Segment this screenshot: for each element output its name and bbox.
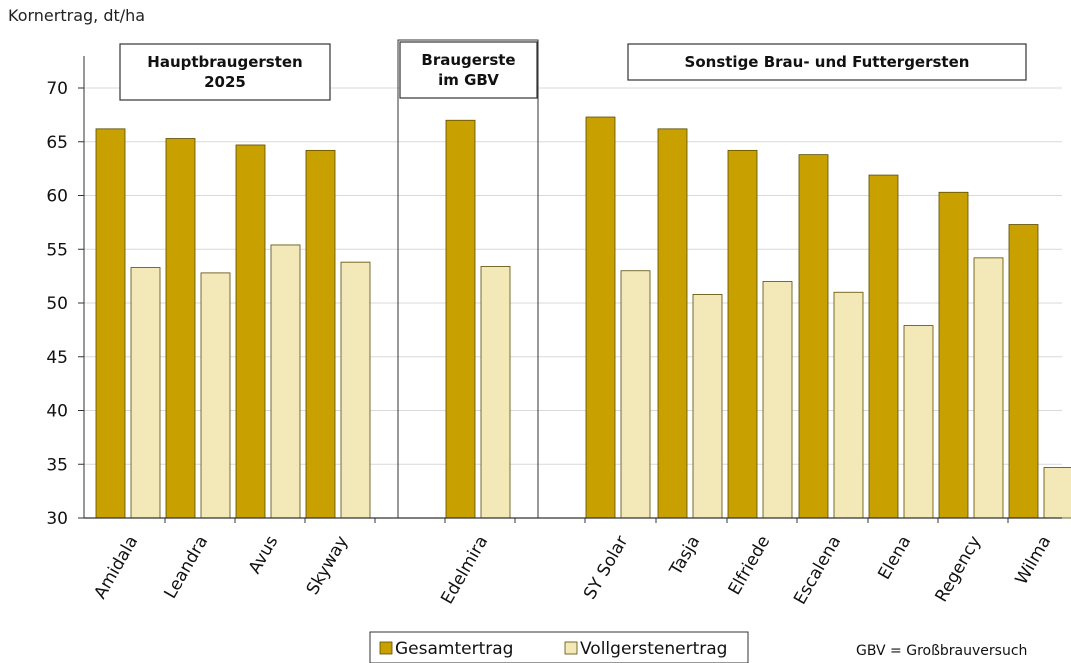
x-tick-label: Amidala bbox=[90, 533, 142, 603]
bar-gesamtertrag-sy-solar bbox=[585, 116, 616, 519]
bar-gesamtertrag-elfriede bbox=[727, 149, 758, 519]
bar-vollgerstenertrag-wilma bbox=[1043, 467, 1071, 519]
group-label-text: Braugerste bbox=[421, 51, 515, 69]
x-tick-label: Edelmira bbox=[437, 533, 492, 608]
x-tick-label: SY Solar bbox=[580, 532, 632, 603]
bar-vollgerstenertrag-elena bbox=[903, 325, 934, 519]
x-tick-label: Elfriede bbox=[725, 533, 775, 599]
bar-gesamtertrag-avus bbox=[235, 144, 266, 519]
x-tick-label: Regency bbox=[932, 533, 986, 606]
x-tick-label: Avus bbox=[245, 532, 283, 577]
bar-vollgerstenertrag-leandra bbox=[200, 272, 231, 519]
bar-gesamtertrag-escalena bbox=[798, 154, 829, 519]
legend: Gesamtertrag Vollgerstenertrag bbox=[369, 631, 749, 663]
bar-vollgerstenertrag-regency bbox=[973, 257, 1004, 519]
bar-gesamtertrag-tasja bbox=[657, 128, 688, 519]
annotation-note: GBV = Großbrauversuch bbox=[856, 643, 1027, 659]
group-label-box bbox=[627, 43, 1027, 81]
legend-entry: Gesamtertrag bbox=[395, 639, 513, 659]
bar-vollgerstenertrag-tasja bbox=[692, 293, 723, 519]
legend-swatch bbox=[379, 641, 393, 655]
y-tick-label: 60 bbox=[46, 187, 68, 207]
y-tick-label: 30 bbox=[46, 509, 68, 529]
group-label-box bbox=[399, 41, 538, 99]
group-label-text: 2025 bbox=[204, 73, 246, 91]
x-tick-label: Tasja bbox=[666, 533, 705, 580]
y-tick-label: 40 bbox=[46, 402, 68, 422]
y-tick-label: 65 bbox=[46, 133, 68, 153]
group-labels: Hauptbraugersten 2025 Braugerste im GBV Sons… bbox=[119, 41, 1027, 101]
bar-gesamtertrag-wilma bbox=[1008, 224, 1039, 519]
legend-entry: Vollgerstenertrag bbox=[580, 639, 727, 659]
group-label-text: Hauptbraugersten bbox=[147, 53, 302, 71]
x-tick-label: Skyway bbox=[303, 533, 353, 599]
y-axis-label: Kornertrag, dt/ha bbox=[8, 6, 145, 25]
bar-vollgerstenertrag-edelmira bbox=[480, 266, 511, 519]
group-label-text: Sonstige Brau- und Futtergersten bbox=[685, 53, 970, 71]
bar-vollgerstenertrag-avus bbox=[270, 244, 301, 519]
bar-vollgerstenertrag-escalena bbox=[833, 291, 864, 519]
x-tick-label: Leandra bbox=[160, 533, 212, 603]
group-label-box bbox=[119, 43, 331, 101]
group-label-text: im GBV bbox=[438, 71, 499, 89]
y-tick-label: 70 bbox=[46, 79, 68, 99]
bar-vollgerstenertrag-amidala bbox=[130, 267, 161, 519]
bar-gesamtertrag-amidala bbox=[95, 128, 126, 519]
bar-vollgerstenertrag-skyway bbox=[340, 261, 371, 519]
bars bbox=[95, 116, 1071, 519]
bar-gesamtertrag-elena bbox=[868, 174, 899, 519]
bar-vollgerstenertrag-elfriede bbox=[762, 281, 793, 519]
legend-swatch bbox=[564, 641, 578, 655]
x-tick-label: Elena bbox=[874, 533, 915, 584]
x-tick-label: Wilma bbox=[1012, 533, 1056, 589]
bar-gesamtertrag-leandra bbox=[165, 138, 196, 519]
bar-vollgerstenertrag-sy-solar bbox=[620, 270, 651, 519]
y-tick-label: 45 bbox=[46, 348, 68, 368]
y-tick-label: 50 bbox=[46, 294, 68, 314]
y-tick-label: 55 bbox=[46, 240, 68, 260]
bar-gesamtertrag-regency bbox=[938, 191, 969, 519]
y-tick-label: 35 bbox=[46, 455, 68, 475]
legend-box bbox=[369, 631, 749, 663]
bar-gesamtertrag-edelmira bbox=[445, 119, 476, 519]
bar-gesamtertrag-skyway bbox=[305, 149, 336, 519]
x-tick-label: Escalena bbox=[790, 533, 845, 609]
